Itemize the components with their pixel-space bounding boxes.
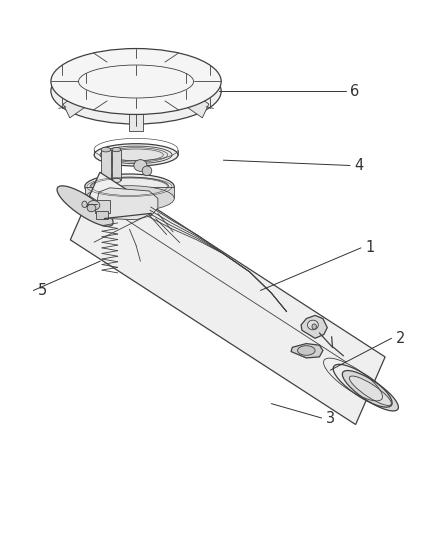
Text: 5: 5 xyxy=(38,283,47,298)
Text: 3: 3 xyxy=(326,410,335,425)
Ellipse shape xyxy=(87,204,96,212)
Ellipse shape xyxy=(101,178,111,183)
Polygon shape xyxy=(130,106,143,131)
Ellipse shape xyxy=(112,178,121,182)
Text: 1: 1 xyxy=(365,240,374,255)
Bar xyxy=(96,211,108,219)
Bar xyxy=(112,150,121,180)
Ellipse shape xyxy=(112,148,121,152)
Polygon shape xyxy=(85,187,174,198)
Polygon shape xyxy=(63,91,88,118)
Polygon shape xyxy=(97,188,158,220)
Ellipse shape xyxy=(101,147,111,152)
Ellipse shape xyxy=(343,370,399,411)
Ellipse shape xyxy=(85,174,174,199)
Polygon shape xyxy=(301,316,327,338)
Ellipse shape xyxy=(100,146,172,164)
Ellipse shape xyxy=(85,185,174,211)
Ellipse shape xyxy=(88,200,100,210)
Polygon shape xyxy=(71,172,385,425)
Ellipse shape xyxy=(350,376,391,406)
Text: 4: 4 xyxy=(354,158,364,173)
Ellipse shape xyxy=(78,75,194,108)
Ellipse shape xyxy=(307,320,318,330)
Polygon shape xyxy=(184,64,209,91)
Bar xyxy=(95,200,110,213)
Ellipse shape xyxy=(312,324,316,329)
Text: 2: 2 xyxy=(396,331,405,346)
Bar xyxy=(101,150,111,180)
Ellipse shape xyxy=(82,201,87,207)
Ellipse shape xyxy=(51,49,221,115)
Ellipse shape xyxy=(134,160,147,171)
Ellipse shape xyxy=(297,346,315,356)
Polygon shape xyxy=(184,91,209,118)
Polygon shape xyxy=(130,51,143,77)
Ellipse shape xyxy=(142,166,152,175)
Polygon shape xyxy=(63,64,88,91)
Text: 6: 6 xyxy=(350,84,359,99)
Ellipse shape xyxy=(94,144,178,166)
Ellipse shape xyxy=(51,58,221,124)
Ellipse shape xyxy=(57,186,113,227)
Polygon shape xyxy=(291,344,323,358)
